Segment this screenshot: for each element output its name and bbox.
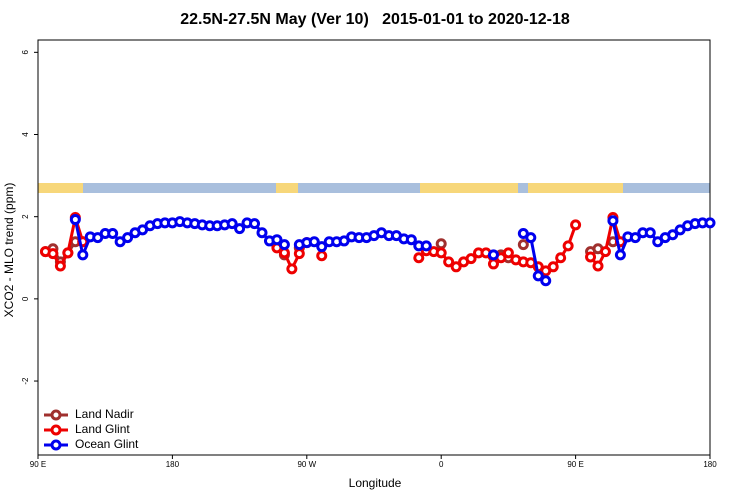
data-point: [234, 223, 246, 235]
data-point: [502, 247, 514, 259]
legend-label: Ocean Glint: [75, 437, 139, 451]
data-point: [540, 275, 552, 287]
data-point: [555, 252, 567, 264]
data-point: [54, 260, 66, 272]
data-point: [107, 228, 119, 240]
y-tick-label: 6: [21, 50, 30, 55]
data-point: [77, 249, 89, 261]
data-point: [614, 249, 626, 261]
data-point: [644, 227, 656, 239]
data-point: [122, 232, 134, 244]
data-point: [256, 227, 268, 239]
x-tick-label: 90 E: [30, 460, 46, 469]
data-point: [47, 248, 59, 260]
data-point: [629, 232, 641, 244]
data-point: [592, 260, 604, 272]
data-point: [420, 240, 432, 252]
data-point: [585, 251, 597, 263]
x-tick-label: 180: [703, 460, 717, 469]
data-point: [487, 258, 499, 270]
data-point: [249, 218, 261, 230]
legend-marker: [50, 424, 62, 436]
y-tick-label: 0: [21, 296, 30, 301]
series-line: [73, 219, 710, 283]
data-point: [704, 217, 716, 229]
data-point: [525, 232, 537, 244]
plot-frame: [37, 39, 711, 456]
x-axis-title: Longitude: [349, 476, 402, 490]
data-point: [570, 219, 582, 231]
data-point: [69, 214, 81, 226]
x-tick-label: 180: [166, 460, 180, 469]
legend-marker: [50, 439, 62, 451]
legend-label: Land Glint: [75, 422, 130, 436]
data-point: [278, 239, 290, 251]
data-point: [413, 252, 425, 264]
data-point: [487, 249, 499, 261]
data-point: [435, 247, 447, 259]
x-tick-label: 0: [439, 460, 444, 469]
data-point: [308, 236, 320, 248]
y-tick-label: -2: [21, 377, 30, 385]
legend-label: Land Nadir: [75, 407, 134, 421]
y-tick-label: 2: [21, 214, 30, 219]
data-point: [316, 241, 328, 253]
data-point: [667, 229, 679, 241]
data-point: [435, 238, 447, 250]
data-point: [316, 250, 328, 262]
data-point: [562, 240, 574, 252]
data-point: [450, 261, 462, 273]
data-point: [286, 263, 298, 275]
data-point: [547, 261, 559, 273]
data-point: [226, 218, 238, 230]
legend-marker: [50, 409, 62, 421]
data-point: [271, 234, 283, 246]
x-tick-label: 90 E: [567, 460, 583, 469]
x-tick-label: 90 W: [297, 460, 316, 469]
data-point: [293, 248, 305, 260]
data-point: [607, 215, 619, 227]
data-point: [62, 247, 74, 259]
data-point: [465, 253, 477, 265]
data-point: [517, 239, 529, 251]
y-tick-label: 4: [21, 132, 30, 137]
data-point: [532, 270, 544, 282]
data-point: [405, 234, 417, 246]
data-point: [443, 256, 455, 268]
y-axis-title: XCO2 - MLO trend (ppm): [2, 183, 16, 318]
map-strip: [38, 183, 710, 193]
chart-title: 22.5N-27.5N May (Ver 10) 2015-01-01 to 2…: [180, 11, 570, 28]
data-point: [599, 246, 611, 258]
